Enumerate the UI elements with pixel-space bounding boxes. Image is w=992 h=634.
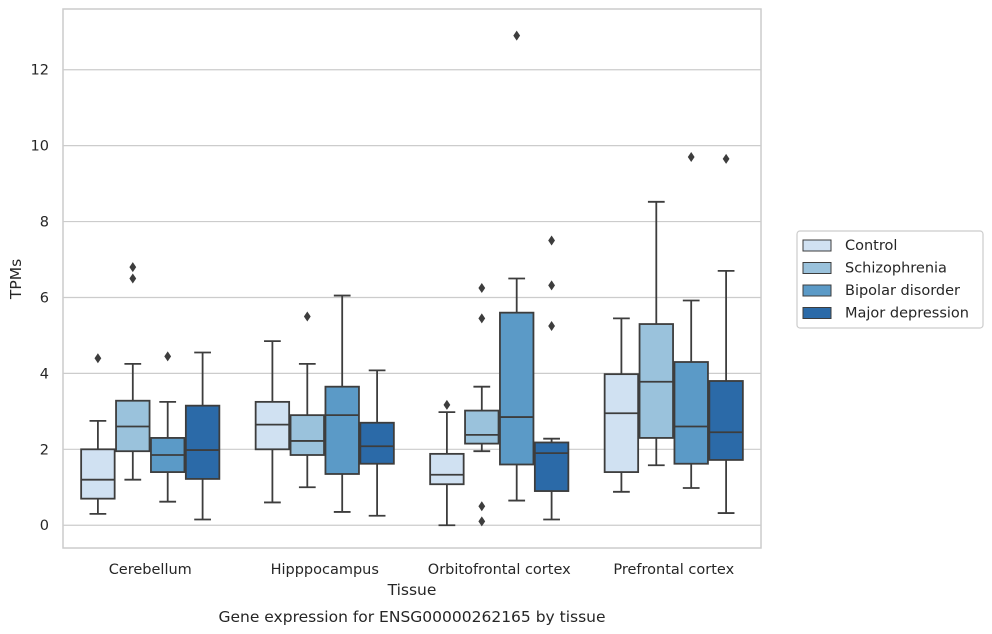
x-tick-labels: Cerebellum Hipppocampus Orbitofrontal cort… <box>109 562 735 578</box>
box-iqr <box>184 404 221 480</box>
box-major-depression <box>359 369 395 517</box>
outlier-point <box>478 313 486 324</box>
box-bipolar-disorder <box>499 30 535 502</box>
box-control <box>603 317 640 493</box>
outlier-point <box>687 152 695 163</box>
y-tick-label: 4 <box>40 366 49 382</box>
outlier-point <box>303 311 311 322</box>
outlier-point <box>478 516 486 527</box>
box-iqr <box>533 441 570 492</box>
y-axis-label: TPMs <box>7 259 25 300</box>
legend-swatch <box>802 239 832 252</box>
box-major-depression <box>533 235 570 521</box>
legend-entry: Schizophrenia <box>845 261 947 277</box>
legend-swatch <box>802 262 832 274</box>
outlier-point <box>478 282 486 293</box>
box-iqr <box>673 361 709 465</box>
y-tick-label: 10 <box>31 139 49 155</box>
box-schizophrenia <box>115 262 151 481</box>
outlier-point <box>548 320 555 331</box>
x-tick-label: Cerebellum <box>109 562 192 578</box>
box-bipolar-disorder <box>673 152 709 489</box>
x-tick-label: Orbitofrontal cortex <box>428 562 571 578</box>
y-tick-label: 12 <box>31 63 49 79</box>
box-iqr <box>359 421 395 465</box>
box-major-depression <box>184 351 221 521</box>
y-tick-label: 8 <box>40 215 49 231</box>
box-control <box>80 353 116 515</box>
chart-caption: Gene expression for ENSG00000262165 by t… <box>218 608 605 626</box>
x-axis-label: Tissue <box>387 581 437 599</box>
box-iqr <box>429 452 465 486</box>
box-iqr <box>603 373 640 473</box>
y-tick-label: 2 <box>40 442 49 458</box>
box-schizophrenia <box>464 282 500 527</box>
outlier-point <box>164 351 172 362</box>
box-control <box>254 340 291 504</box>
outlier-point <box>548 280 555 291</box>
box-iqr <box>254 400 291 451</box>
x-tick-label: Prefrontal cortex <box>613 562 734 578</box>
x-tick-label: Hipppocampus <box>271 562 379 578</box>
outlier-point <box>722 153 730 164</box>
outlier-point <box>478 501 486 512</box>
y-tick-label: 6 <box>40 290 49 306</box>
outlier-point <box>129 262 137 273</box>
box-schizophrenia <box>289 311 325 489</box>
outlier-point <box>443 399 451 410</box>
box-iqr <box>289 414 325 456</box>
legend-frame <box>796 230 984 329</box>
box-bipolar-disorder <box>324 294 360 513</box>
box-bipolar-disorder <box>150 351 186 503</box>
legend: Control Schizophrenia Bipolar disorder Majo… <box>796 230 984 329</box>
box-schizophrenia <box>638 200 674 467</box>
y-tick-label: 0 <box>40 518 49 534</box>
outlier-point <box>513 30 521 41</box>
y-tick-labels: 0 2 4 6 8 10 12 <box>31 63 49 534</box>
legend-entry: Major depression <box>845 306 969 322</box>
box-major-depression <box>708 153 744 514</box>
outlier-point <box>129 273 137 284</box>
outlier-point <box>548 235 555 246</box>
plot-frame <box>62 8 762 549</box>
outlier-point <box>94 353 102 364</box>
legend-entry: Bipolar disorder <box>845 283 960 299</box>
box-iqr <box>80 448 116 500</box>
legend-swatch <box>802 284 832 297</box>
box-iqr <box>708 380 744 461</box>
box-layer <box>80 30 744 527</box>
box-iqr <box>499 311 535 466</box>
box-control <box>429 399 465 527</box>
legend-entry: Control <box>845 238 897 254</box>
legend-swatch <box>802 307 832 319</box>
box-iqr <box>324 385 360 475</box>
box-iqr <box>464 409 500 445</box>
